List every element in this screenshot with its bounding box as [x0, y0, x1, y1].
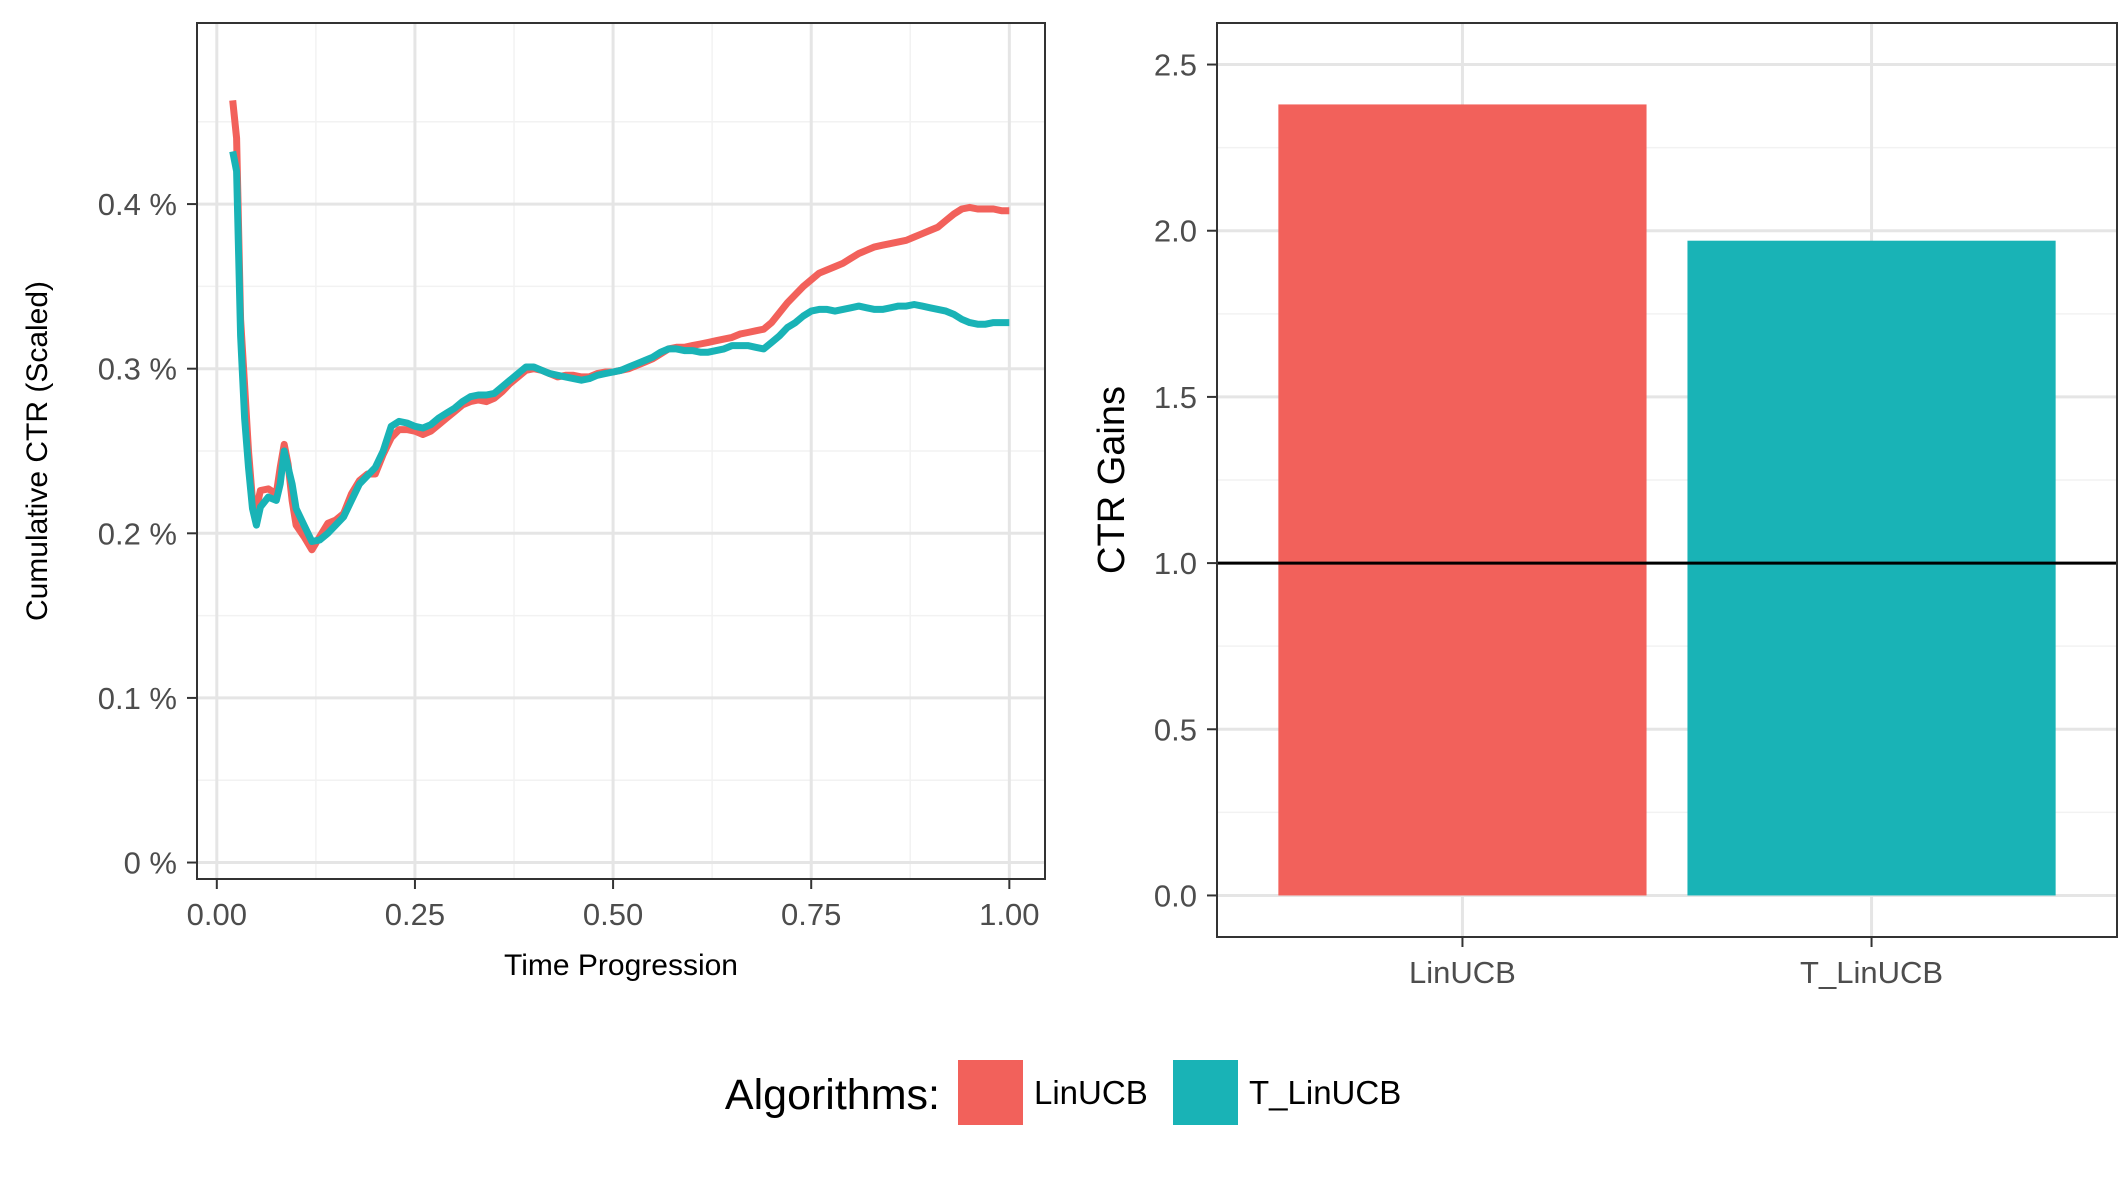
line-chart-tick-marks: [187, 203, 1011, 889]
line-chart-x-tick-label: 0.00: [187, 897, 247, 932]
line-chart-y-tick-labels: 0 % 0.1 % 0.2 % 0.3 % 0.4 %: [98, 187, 177, 880]
line-chart-minor-gridlines: [197, 23, 1045, 879]
line-chart-y-tick-label: 0.2 %: [98, 516, 177, 551]
legend-key-t-linucb: [1173, 1060, 1238, 1125]
legend-key-linucb: [958, 1060, 1023, 1125]
bar-linucb: [1278, 104, 1647, 896]
bar-chart-bars-group: [1278, 104, 2056, 896]
bar-chart-y-tick-label: 2.0: [1154, 214, 1197, 249]
legend-label-t-linucb: T_LinUCB: [1249, 1074, 1401, 1111]
bar-chart-y-tick-label: 2.5: [1154, 48, 1197, 83]
bar-chart-y-tick-label: 0.5: [1154, 712, 1197, 747]
line-chart-x-tick-labels: 0.00 0.25 0.50 0.75 1.00: [187, 897, 1040, 932]
bar-chart-y-tick-label: 1.0: [1154, 546, 1197, 581]
line-chart-y-tick-label: 0 %: [124, 846, 177, 881]
bar-chart-panel: LinUCB T_LinUCB 0.0 0.5 1.0 1.5 2.0 2.5 CTR Ga…: [1091, 22, 2118, 990]
line-chart-y-tick-label: 0.4 %: [98, 187, 177, 222]
bar-chart-panel-border: [1216, 22, 2118, 938]
bar-chart-y-tick-label: 0.0: [1154, 878, 1197, 913]
line-chart-y-tick-label: 0.1 %: [98, 681, 177, 716]
line-chart-y-tick-label: 0.3 %: [98, 352, 177, 387]
line-chart-series-group: [229, 100, 1010, 554]
legend-label-linucb: LinUCB: [1034, 1074, 1148, 1111]
line-chart-y-axis-title: Cumulative CTR (Scaled): [21, 281, 54, 621]
bar-chart-x-tick-label: LinUCB: [1409, 955, 1516, 990]
line-series-t-linucb: [229, 150, 1010, 545]
line-chart-panel: 0.00 0.25 0.50 0.75 1.00 0 %0.1 %0.2 %0.3 %0…: [21, 22, 1046, 982]
bar-chart-y-tick-labels: 0.0 0.5 1.0 1.5 2.0 2.5: [1154, 48, 1197, 914]
line-chart-x-tick-label: 1.00: [979, 897, 1039, 932]
bar-t-linucb: [1687, 240, 2056, 896]
bar-chart-y-tick-label: 1.5: [1154, 380, 1197, 415]
line-chart-x-tick-label: 0.50: [583, 897, 643, 932]
line-chart-major-gridlines: [197, 23, 1045, 879]
line-chart-x-tick-label: 0.25: [385, 897, 445, 932]
legend-title: Algorithms:: [725, 1071, 940, 1119]
line-chart-x-axis-title: Time Progression: [504, 949, 738, 982]
bar-chart-y-axis-title: CTR Gains: [1091, 386, 1133, 574]
legend: Algorithms: LinUCB T_LinUCB: [725, 1060, 1401, 1125]
bar-chart-x-tick-labels: LinUCB T_LinUCB: [1409, 955, 1943, 990]
bar-chart-x-tick-label: T_LinUCB: [1800, 955, 1943, 990]
bar-chart-tick-marks: [1207, 63, 1873, 947]
line-chart-panel-border: [196, 22, 1046, 880]
line-chart-x-tick-label: 0.75: [781, 897, 841, 932]
